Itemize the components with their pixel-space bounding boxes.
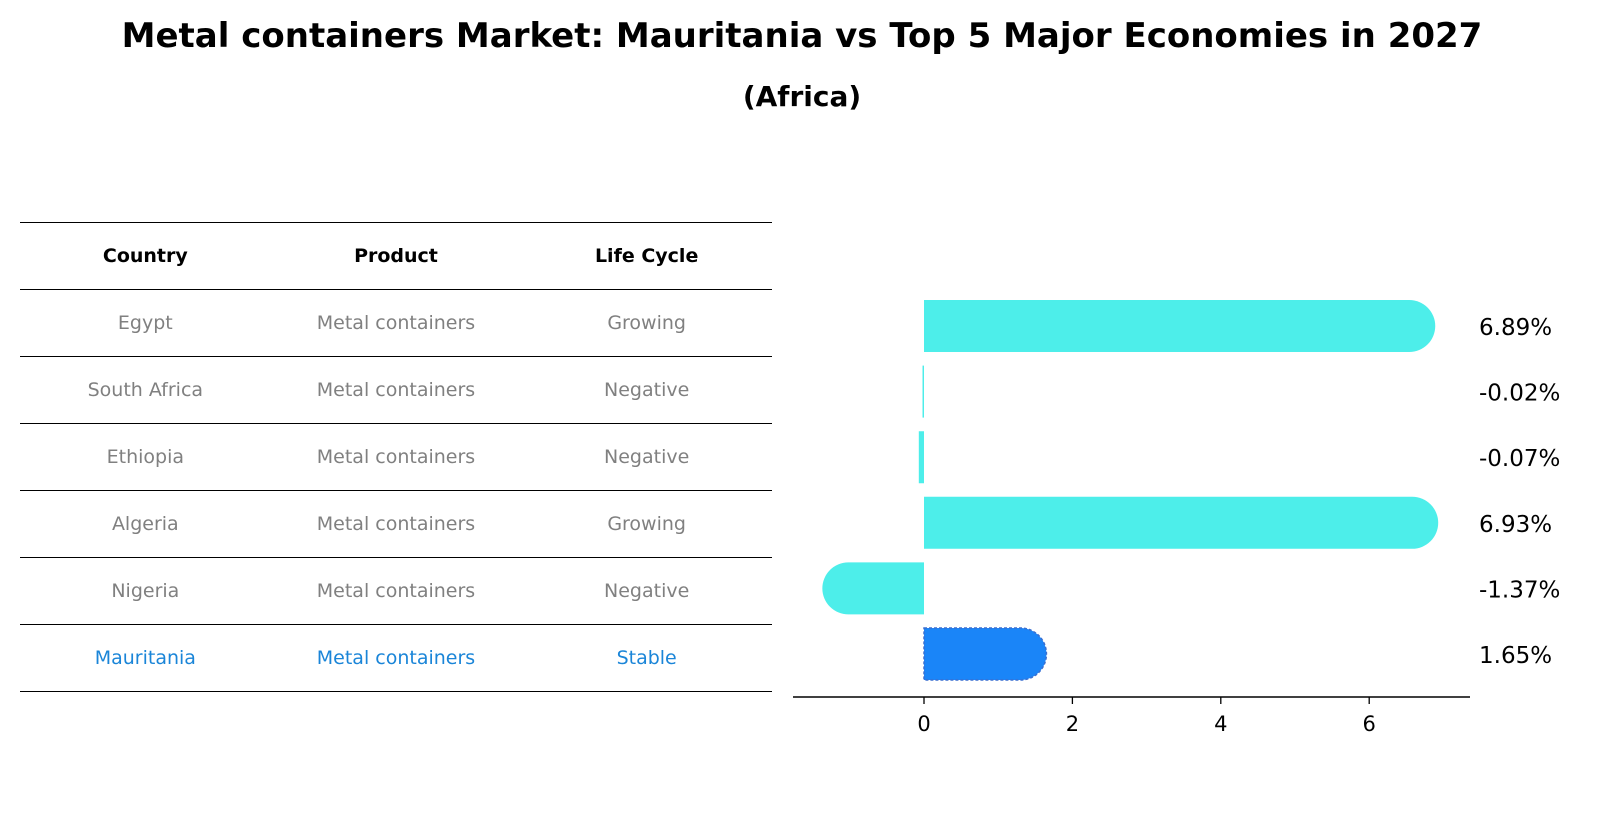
product-cell: Metal containers	[270, 490, 522, 558]
product-cell: Metal containers	[270, 624, 522, 692]
bar	[822, 562, 924, 615]
life-cycle-cell: Negative	[521, 356, 772, 424]
table-row: South Africa Metal containers Negative	[20, 356, 772, 424]
product-cell: Metal containers	[270, 423, 522, 491]
data-label: -0.02%	[1479, 381, 1560, 407]
header-country: Country	[20, 222, 271, 290]
table-row-highlight: Mauritania Metal containers Stable	[20, 624, 772, 692]
country-table: Country Product Life Cycle Egypt Metal c…	[20, 222, 772, 692]
table-row: Ethiopia Metal containers Negative	[20, 423, 772, 491]
data-label: 6.89%	[1479, 315, 1552, 341]
life-cycle-cell: Growing	[521, 490, 772, 558]
header-product: Product	[270, 222, 522, 290]
highlight-bar	[923, 627, 1048, 681]
product-cell: Metal containers	[270, 289, 522, 357]
table-row: Nigeria Metal containers Negative	[20, 557, 772, 625]
country-cell: Algeria	[20, 490, 271, 558]
bar	[924, 300, 1436, 352]
table-header-row: Country Product Life Cycle	[20, 222, 772, 290]
country-cell: Mauritania	[20, 624, 271, 692]
country-cell: Nigeria	[20, 557, 271, 625]
country-cell: South Africa	[20, 356, 271, 424]
life-cycle-cell: Negative	[521, 423, 772, 491]
bar	[922, 365, 924, 418]
x-tick-label: 2	[1066, 712, 1079, 736]
life-cycle-cell: Stable	[521, 624, 772, 692]
header-life-cycle: Life Cycle	[521, 222, 772, 290]
x-tick-label: 6	[1363, 712, 1376, 736]
table-row: Algeria Metal containers Growing	[20, 490, 772, 558]
data-label: -1.37%	[1479, 577, 1560, 603]
life-cycle-cell: Negative	[521, 557, 772, 625]
table-row: Egypt Metal containers Growing	[20, 289, 772, 357]
bar	[924, 496, 1439, 549]
x-tick-label: 0	[917, 712, 930, 736]
life-cycle-cell: Growing	[521, 289, 772, 357]
chart-title: Metal containers Market: Mauritania vs T…	[121, 16, 1483, 56]
product-cell: Metal containers	[270, 356, 522, 424]
data-label: 6.93%	[1479, 512, 1552, 538]
data-label: 1.65%	[1479, 643, 1552, 669]
data-label: -0.07%	[1479, 446, 1560, 472]
country-cell: Ethiopia	[20, 423, 271, 491]
x-tick-label: 4	[1214, 712, 1227, 736]
bar	[918, 431, 924, 484]
country-cell: Egypt	[20, 289, 271, 357]
chart-subtitle: (Africa)	[742, 80, 862, 113]
